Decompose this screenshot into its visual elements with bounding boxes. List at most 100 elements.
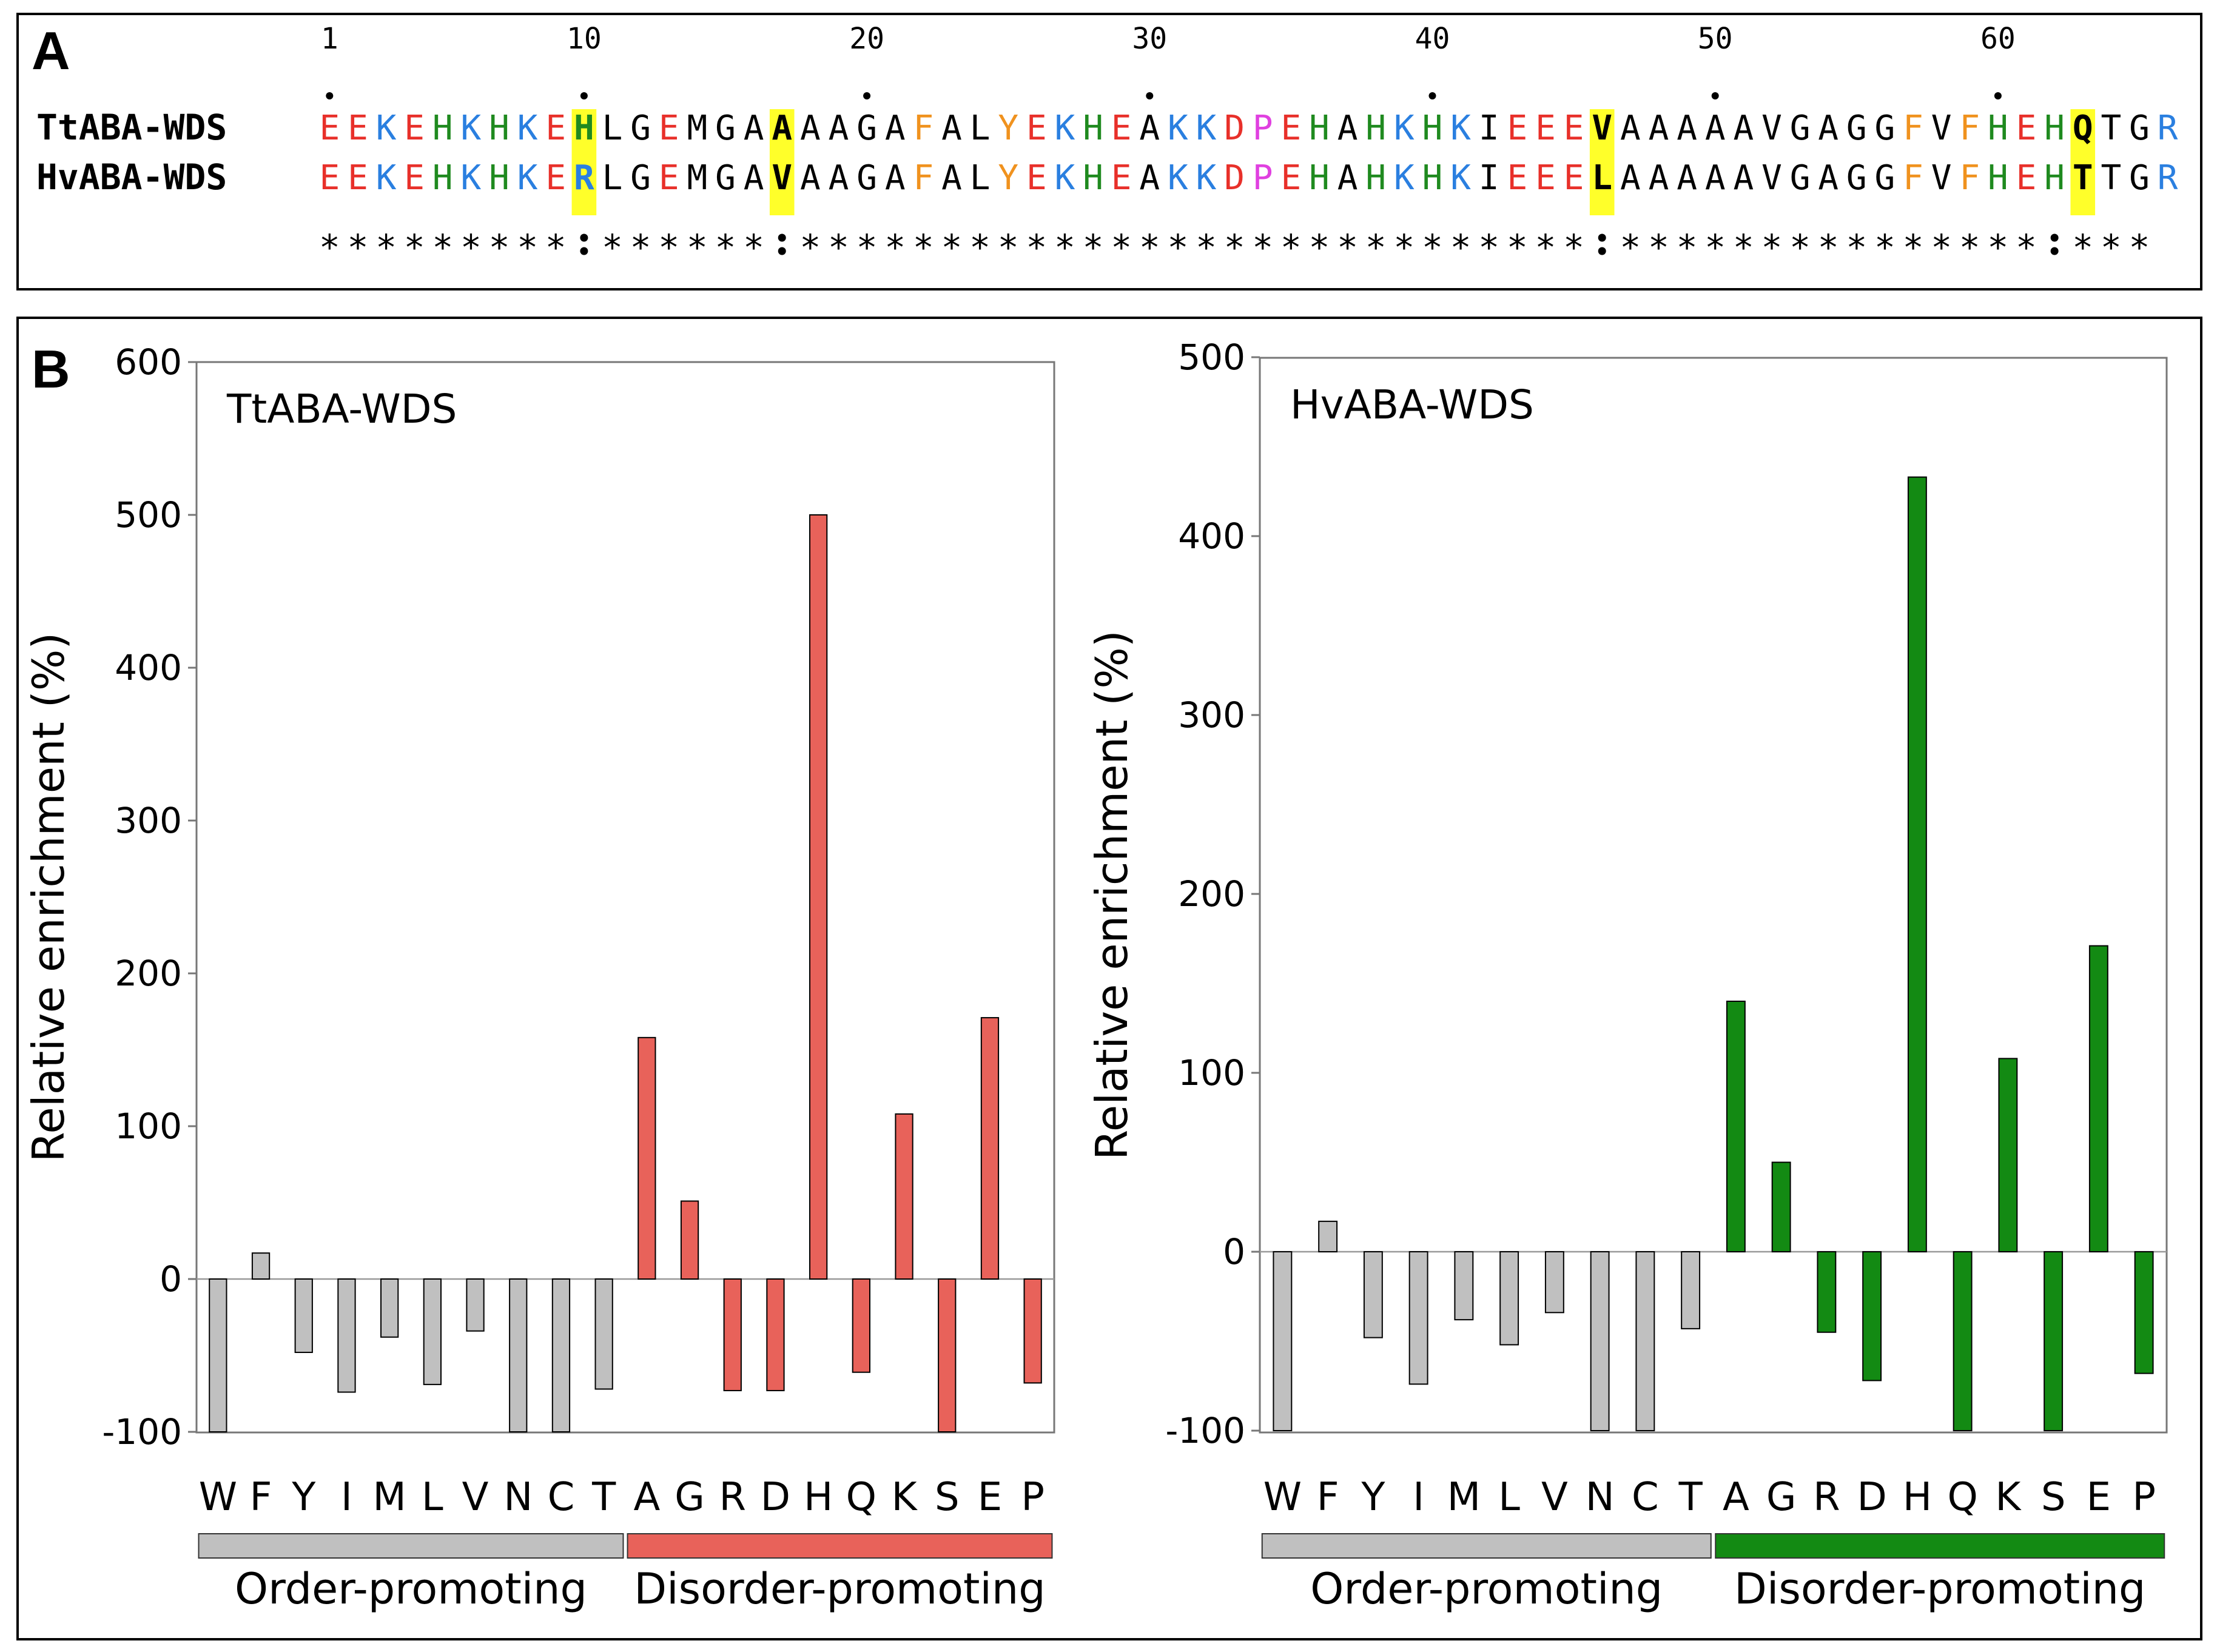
residue: A	[1677, 109, 1697, 148]
residue: A	[941, 158, 962, 198]
conservation-star: *	[1450, 227, 1472, 268]
residue: K	[376, 158, 397, 198]
conservation-star: *	[1393, 227, 1415, 268]
residue: H	[1422, 158, 1443, 198]
group-bar	[1715, 1533, 2165, 1559]
residue: L	[970, 158, 991, 198]
bar-T	[594, 1278, 613, 1390]
residue: A	[1337, 109, 1358, 148]
residue: R	[574, 158, 594, 198]
conservation-colon-dot	[1598, 233, 1606, 242]
y-tick-label: 0	[160, 1258, 182, 1300]
conservation-star: *	[1903, 227, 1924, 268]
conservation-star: *	[856, 227, 878, 268]
conservation-colon-dot	[778, 247, 786, 255]
residue: A	[1620, 158, 1641, 198]
category-label: H	[804, 1475, 833, 1520]
residue: A	[1620, 109, 1641, 148]
y-tick-label: 0	[1223, 1231, 1245, 1272]
residue: H	[1309, 109, 1330, 148]
category-label: Y	[291, 1475, 316, 1520]
conservation-star: *	[1648, 227, 1669, 268]
residue: Y	[998, 109, 1018, 148]
bar-P	[1023, 1278, 1042, 1384]
conservation-star: *	[1987, 227, 2008, 268]
residue: H	[1988, 158, 2008, 198]
y-tick-label: 200	[1178, 873, 1245, 915]
residue: H	[1365, 109, 1386, 148]
category-label: N	[1586, 1475, 1615, 1520]
y-tick-label: -100	[102, 1411, 182, 1452]
ruler-number: 10	[567, 22, 602, 56]
conservation-star: *	[1083, 227, 1104, 268]
residue: H	[1422, 109, 1443, 148]
conservation-star: *	[913, 227, 934, 268]
conservation-star: *	[828, 227, 849, 268]
ruler-dot	[580, 92, 588, 99]
residue: A	[1818, 109, 1839, 148]
residue: G	[1875, 109, 1896, 148]
plot-area	[1259, 357, 2168, 1434]
residue: F	[913, 158, 934, 198]
residue: K	[461, 109, 482, 148]
bar-H	[809, 514, 828, 1280]
residue: G	[2129, 158, 2150, 198]
residue: V	[1761, 109, 1782, 148]
panel-a-alignment	[16, 13, 2202, 290]
residue: I	[1479, 109, 1499, 148]
residue: H	[1083, 158, 1103, 198]
conservation-star: *	[1818, 227, 1839, 268]
conservation-star: *	[1874, 227, 1896, 268]
panel-b-letter: B	[32, 339, 70, 399]
group-bar	[198, 1533, 624, 1559]
category-label: G	[675, 1475, 705, 1520]
residue: E	[348, 158, 368, 198]
residue: A	[1705, 109, 1726, 148]
y-tick-label: 500	[115, 494, 182, 536]
category-label: M	[1447, 1475, 1481, 1520]
residue: L	[602, 158, 623, 198]
bar-A	[1726, 1001, 1746, 1252]
residue: E	[2016, 158, 2037, 198]
residue: A	[744, 109, 764, 148]
residue: V	[1931, 158, 1952, 198]
conservation-star: *	[1422, 227, 1443, 268]
bar-D	[766, 1278, 785, 1391]
residue: H	[432, 109, 453, 148]
residue: L	[1592, 158, 1612, 198]
category-label: M	[373, 1475, 406, 1520]
conservation-star: *	[743, 227, 764, 268]
residue: K	[1168, 158, 1188, 198]
residue: H	[489, 109, 510, 148]
residue: F	[1959, 109, 1980, 148]
chart-ttaba-wds: 600 500 400 300 200 100 0 -100 Relative enrichme…	[23, 341, 1055, 1614]
bar-C	[1635, 1251, 1655, 1431]
conservation-star: *	[1761, 227, 1782, 268]
conservation-star: *	[2101, 227, 2122, 268]
category-label: V	[462, 1475, 489, 1520]
residue: A	[744, 158, 764, 198]
ruler-dot	[1428, 92, 1436, 99]
conservation-star: *	[941, 227, 962, 268]
group-label: Disorder-promoting	[634, 1564, 1045, 1614]
bar-E	[2088, 945, 2108, 1253]
residue: F	[1903, 109, 1923, 148]
residue: R	[2158, 158, 2178, 198]
conservation-colon-dot	[1598, 247, 1606, 255]
y-tick-label: 300	[115, 800, 182, 841]
category-label: R	[1813, 1475, 1840, 1520]
conservation-star: *	[432, 227, 453, 268]
conservation-colon-dot	[580, 233, 588, 242]
residue: E	[659, 109, 679, 148]
y-tick-label: 100	[115, 1106, 182, 1147]
residue: G	[1790, 158, 1811, 198]
residue: A	[800, 109, 821, 148]
bar-K	[1998, 1058, 2018, 1253]
ruler-dot	[1711, 92, 1719, 99]
variant-highlight	[1589, 109, 1615, 215]
residue: E	[1281, 158, 1302, 198]
residue: H	[2044, 109, 2065, 148]
category-label: K	[1995, 1475, 2022, 1520]
residue: T	[2101, 109, 2122, 148]
